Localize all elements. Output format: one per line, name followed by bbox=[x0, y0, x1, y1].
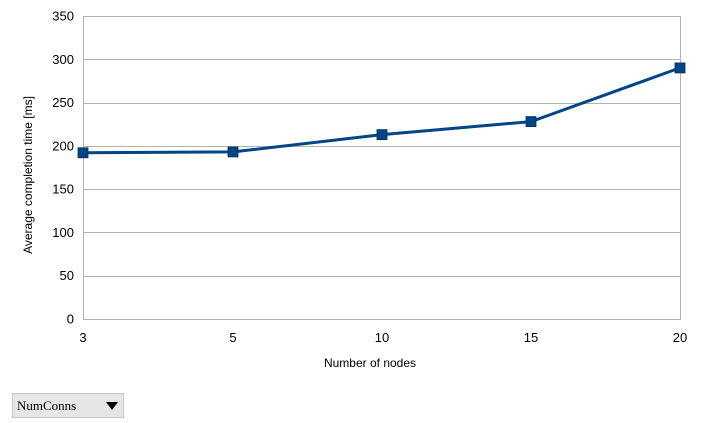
y-tick-label: 100 bbox=[52, 225, 74, 240]
y-tick-label: 0 bbox=[67, 312, 74, 327]
y-tick-label: 50 bbox=[60, 268, 74, 283]
y-axis-ticks: 0 50 100 150 200 250 300 350 bbox=[52, 9, 74, 327]
y-tick-label: 300 bbox=[52, 52, 74, 67]
y-tick-label: 350 bbox=[52, 9, 74, 24]
series-layer bbox=[77, 62, 686, 159]
line-chart: 0 50 100 150 200 250 300 350 3 5 10 15 20 Number of… bbox=[21, 9, 687, 371]
x-tick-label: 15 bbox=[524, 330, 538, 345]
data-point-marker bbox=[227, 146, 239, 158]
y-tick-label: 250 bbox=[52, 95, 74, 110]
x-tick-label: 5 bbox=[229, 330, 236, 345]
y-axis-title: Average completion time [ms] bbox=[21, 96, 35, 254]
data-point-marker bbox=[77, 147, 89, 159]
field-selector-value: NumConns bbox=[17, 397, 77, 413]
x-axis-title: Number of nodes bbox=[324, 356, 416, 370]
field-selector-dropdown[interactable]: NumConns bbox=[12, 393, 124, 418]
data-point-marker bbox=[525, 116, 537, 128]
x-tick-label: 10 bbox=[375, 330, 389, 345]
y-tick-label: 150 bbox=[52, 182, 74, 197]
series-line bbox=[81, 66, 682, 155]
y-tick-label: 200 bbox=[52, 138, 74, 153]
x-tick-label: 20 bbox=[673, 330, 687, 345]
grid-lines bbox=[83, 59, 680, 277]
dropdown-arrow-icon bbox=[106, 401, 118, 410]
plot-area bbox=[83, 16, 681, 320]
data-point-marker bbox=[674, 62, 686, 74]
x-tick-label: 3 bbox=[79, 330, 86, 345]
x-axis-ticks: 3 5 10 15 20 bbox=[79, 330, 687, 345]
data-point-marker bbox=[376, 129, 388, 141]
